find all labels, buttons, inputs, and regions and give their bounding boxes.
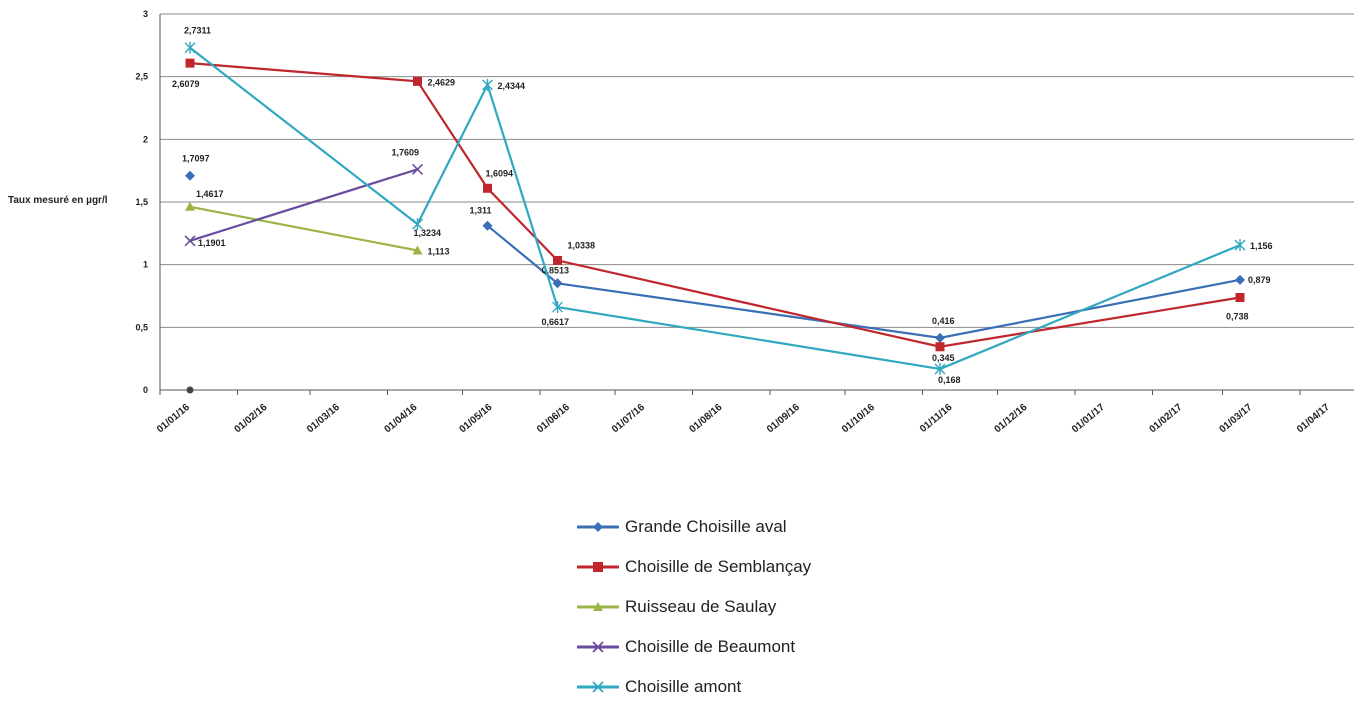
y-tick-label: 3 bbox=[143, 9, 148, 19]
x-tick-label: 01/03/16 bbox=[305, 402, 342, 436]
legend-item: Choisille de Beaumont bbox=[575, 627, 811, 667]
data-label: 1,113 bbox=[428, 247, 450, 257]
data-label: 0,8513 bbox=[542, 265, 570, 275]
data-point bbox=[552, 301, 563, 314]
data-label: 1,156 bbox=[1250, 241, 1273, 251]
data-point bbox=[1234, 239, 1246, 252]
x-tick-label: 01/11/16 bbox=[918, 402, 955, 435]
x-tick-label: 01/01/17 bbox=[1070, 402, 1107, 436]
legend-label: Grande Choisille aval bbox=[625, 517, 787, 536]
data-label: 0,879 bbox=[1248, 275, 1271, 285]
data-point bbox=[185, 170, 195, 181]
legend-swatch bbox=[577, 681, 619, 693]
legend-swatch bbox=[577, 641, 619, 653]
legend-swatch bbox=[577, 562, 619, 572]
x-tick-label: 01/03/17 bbox=[1218, 402, 1255, 436]
data-label: 1,1901 bbox=[198, 238, 226, 248]
data-point bbox=[185, 58, 195, 68]
x-tick-label: 01/05/16 bbox=[458, 402, 495, 436]
data-point bbox=[412, 245, 423, 255]
x-tick-label: 01/08/16 bbox=[688, 402, 725, 436]
legend-marker bbox=[593, 522, 603, 532]
data-point bbox=[1235, 274, 1245, 285]
data-point bbox=[482, 78, 493, 91]
data-point bbox=[483, 183, 492, 193]
legend-marker bbox=[593, 602, 603, 611]
data-label: 1,6094 bbox=[486, 168, 514, 178]
data-label: 2,7311 bbox=[184, 26, 211, 36]
data-point bbox=[413, 76, 422, 86]
x-tick-label: 01/04/17 bbox=[1295, 402, 1332, 436]
legend-item: Grande Choisille aval bbox=[575, 507, 811, 547]
series-line bbox=[486, 224, 1241, 339]
data-point bbox=[412, 218, 423, 231]
data-point bbox=[935, 332, 945, 343]
y-tick-label: 0 bbox=[143, 385, 148, 395]
data-label: 1,4617 bbox=[196, 189, 224, 199]
data-label: 0,738 bbox=[1226, 312, 1249, 322]
data-label: 0,345 bbox=[932, 353, 955, 363]
data-label: 1,311 bbox=[470, 206, 492, 216]
x-tick-label: 01/06/16 bbox=[535, 402, 572, 436]
y-tick-label: 0,5 bbox=[135, 322, 148, 332]
line-chart: 0 0,5 1 1,5 2 2,5 3 01/01/16 01/02/16 01/03/16 01/… bbox=[135, 9, 1354, 436]
x-tick-label: 01/10/16 bbox=[840, 402, 877, 436]
series-line bbox=[189, 168, 418, 242]
data-label: 1,7097 bbox=[182, 154, 210, 164]
data-point bbox=[184, 235, 196, 247]
data-point bbox=[185, 201, 195, 211]
data-label: 0,6617 bbox=[542, 317, 570, 327]
data-point bbox=[935, 342, 945, 352]
x-tick-label: 01/09/16 bbox=[765, 402, 802, 436]
data-point bbox=[553, 255, 562, 265]
legend-item: Ruisseau de Saulay bbox=[575, 587, 811, 627]
x-tick-label: 01/04/16 bbox=[383, 402, 420, 436]
x-tick-label: 01/12/16 bbox=[993, 402, 1030, 436]
legend-label: Choisille de Semblançay bbox=[625, 557, 812, 576]
y-axis-label: Taux mesuré en µgr/l bbox=[8, 195, 108, 206]
chart-legend: Grande Choisille aval Choisille de Sembla… bbox=[575, 507, 811, 707]
data-point bbox=[552, 278, 563, 289]
data-label: 1,7609 bbox=[392, 147, 420, 157]
legend-swatch bbox=[577, 602, 619, 611]
legend-label: Choisille amont bbox=[625, 677, 742, 696]
legend-label: Choisille de Beaumont bbox=[625, 637, 796, 656]
data-point bbox=[411, 163, 424, 175]
legend-swatch bbox=[577, 522, 619, 532]
x-tick-label: 01/02/17 bbox=[1148, 402, 1185, 436]
data-label: 2,4629 bbox=[428, 77, 456, 87]
legend-marker bbox=[593, 562, 603, 572]
x-tick-label: 01/02/16 bbox=[233, 402, 270, 436]
x-tick-label: 01/07/16 bbox=[610, 402, 647, 436]
data-point bbox=[1235, 293, 1245, 303]
legend-marker bbox=[592, 641, 604, 653]
data-point bbox=[184, 41, 196, 54]
data-point bbox=[934, 362, 946, 375]
data-point bbox=[482, 220, 493, 231]
data-label: 0,168 bbox=[938, 375, 961, 385]
legend-label: Ruisseau de Saulay bbox=[625, 597, 777, 616]
series-line bbox=[189, 62, 1241, 348]
data-label: 2,4344 bbox=[498, 81, 526, 91]
y-tick-label: 2,5 bbox=[135, 72, 148, 82]
data-label: 1,0338 bbox=[568, 240, 596, 250]
x-tick-label: 01/01/16 bbox=[155, 402, 192, 436]
y-tick-label: 1,5 bbox=[135, 197, 148, 207]
series-line bbox=[189, 46, 1241, 371]
data-point bbox=[186, 386, 194, 394]
y-tick-label: 2 bbox=[143, 134, 148, 144]
series-line bbox=[189, 205, 418, 252]
y-tick-label: 1 bbox=[143, 260, 148, 270]
legend-item: Choisille amont bbox=[575, 667, 811, 707]
data-label: 2,6079 bbox=[172, 79, 200, 89]
data-label: 1,3234 bbox=[414, 228, 442, 238]
legend-item: Choisille de Semblançay bbox=[575, 547, 811, 587]
data-label: 0,416 bbox=[932, 316, 955, 326]
